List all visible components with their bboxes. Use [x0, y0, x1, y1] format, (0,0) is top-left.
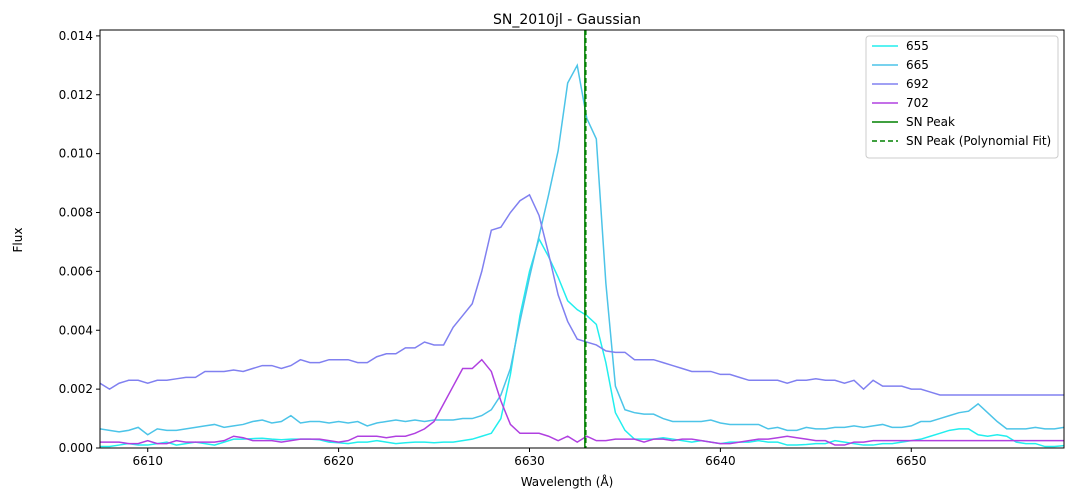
series-group	[100, 63, 1064, 448]
y-axis-label: Flux	[11, 228, 25, 253]
legend-label: 702	[906, 96, 929, 110]
x-tick-label: 6630	[514, 454, 545, 468]
legend-label: SN Peak	[906, 115, 955, 129]
series-line-655	[100, 237, 1064, 448]
x-tick-label: 6620	[323, 454, 354, 468]
chart-title: SN_2010jl - Gaussian	[493, 12, 641, 28]
y-tick-label: 0.010	[59, 147, 93, 161]
plot-area: 6610 6620 6630 6640 6650 0.000 0.002 0.004 0.006…	[59, 29, 1065, 468]
y-tick-label: 0.002	[59, 382, 93, 396]
axes-frame	[99, 29, 1065, 449]
x-tick-label: 6610	[132, 454, 163, 468]
legend: 655 665 692 702 SN Peak SN Peak (Polynomial F…	[865, 35, 1059, 159]
legend-label: 655	[906, 39, 929, 53]
y-tick-label: 0.000	[59, 441, 93, 455]
series-line-665	[100, 63, 1064, 436]
y-tick-label: 0.004	[59, 323, 93, 337]
legend-label: 665	[906, 58, 929, 72]
y-tick-label: 0.008	[59, 206, 93, 220]
x-tick-label: 6640	[705, 454, 736, 468]
x-tick-label: 6650	[896, 454, 927, 468]
legend-label: SN Peak (Polynomial Fit)	[906, 134, 1051, 148]
legend-label: 692	[906, 77, 929, 91]
y-tick-label: 0.014	[59, 29, 93, 43]
y-tick-label: 0.006	[59, 264, 93, 278]
y-tick-label: 0.012	[59, 88, 93, 102]
legend-box	[865, 35, 1059, 159]
series-line-692	[100, 193, 1064, 396]
x-axis-label: Wavelength (Å)	[521, 474, 614, 489]
series-line-702	[100, 358, 1064, 446]
